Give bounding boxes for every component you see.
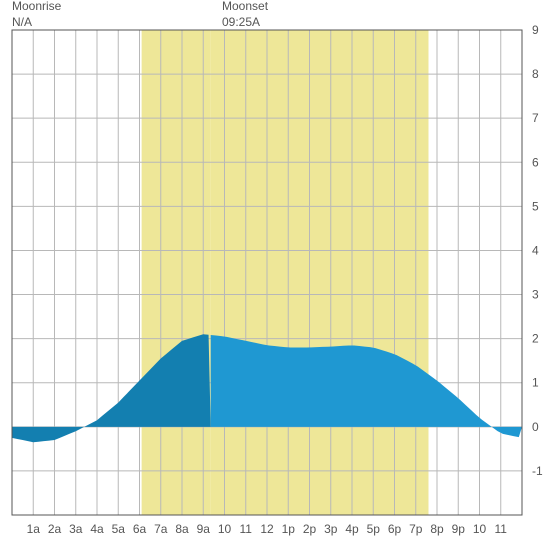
y-tick-label: 2 [532, 332, 539, 346]
x-tick-label: 6a [133, 522, 147, 536]
y-tick-label: 5 [532, 199, 539, 213]
y-tick-label: 0 [532, 420, 539, 434]
x-tick-label: 1a [27, 522, 41, 536]
x-tick-label: 3a [69, 522, 83, 536]
x-tick-label: 10 [218, 522, 232, 536]
x-tick-label: 7p [409, 522, 423, 536]
x-tick-label: 5a [112, 522, 126, 536]
x-tick-label: 2p [303, 522, 317, 536]
x-tick-label: 12 [260, 522, 274, 536]
x-tick-label: 5p [367, 522, 381, 536]
x-tick-label: 1p [282, 522, 296, 536]
y-tick-label: 3 [532, 288, 539, 302]
x-tick-label: 2a [48, 522, 62, 536]
x-tick-label: 9p [452, 522, 466, 536]
x-tick-label: 4a [90, 522, 104, 536]
x-tick-label: 7a [154, 522, 168, 536]
x-tick-label: 9a [197, 522, 211, 536]
x-tick-label: 10 [473, 522, 487, 536]
x-tick-label: 11 [240, 522, 253, 536]
y-tick-label: 9 [532, 23, 539, 37]
moonrise-block: Moonrise N/A [12, 0, 61, 30]
y-tick-label: 4 [532, 243, 539, 257]
moonrise-label: Moonrise [12, 0, 61, 15]
chart-svg: -101234567891a2a3a4a5a6a7a8a9a1011121p2p… [0, 0, 550, 550]
x-tick-label: 3p [324, 522, 338, 536]
moonset-value: 09:25A [222, 15, 268, 31]
x-tick-label: 8p [430, 522, 444, 536]
x-tick-label: 6p [388, 522, 402, 536]
y-tick-label: 8 [532, 67, 539, 81]
y-tick-label: 1 [532, 376, 539, 390]
tide-chart: Moonrise N/A Moonset 09:25A -10123456789… [0, 0, 550, 550]
y-tick-label: 6 [532, 155, 539, 169]
x-tick-label: 8a [175, 522, 189, 536]
y-tick-label: -1 [532, 464, 543, 478]
moonset-label: Moonset [222, 0, 268, 15]
y-tick-label: 7 [532, 111, 539, 125]
x-tick-label: 4p [345, 522, 359, 536]
moonset-block: Moonset 09:25A [222, 0, 268, 30]
moonrise-value: N/A [12, 15, 61, 31]
x-tick-label: 11 [495, 522, 508, 536]
